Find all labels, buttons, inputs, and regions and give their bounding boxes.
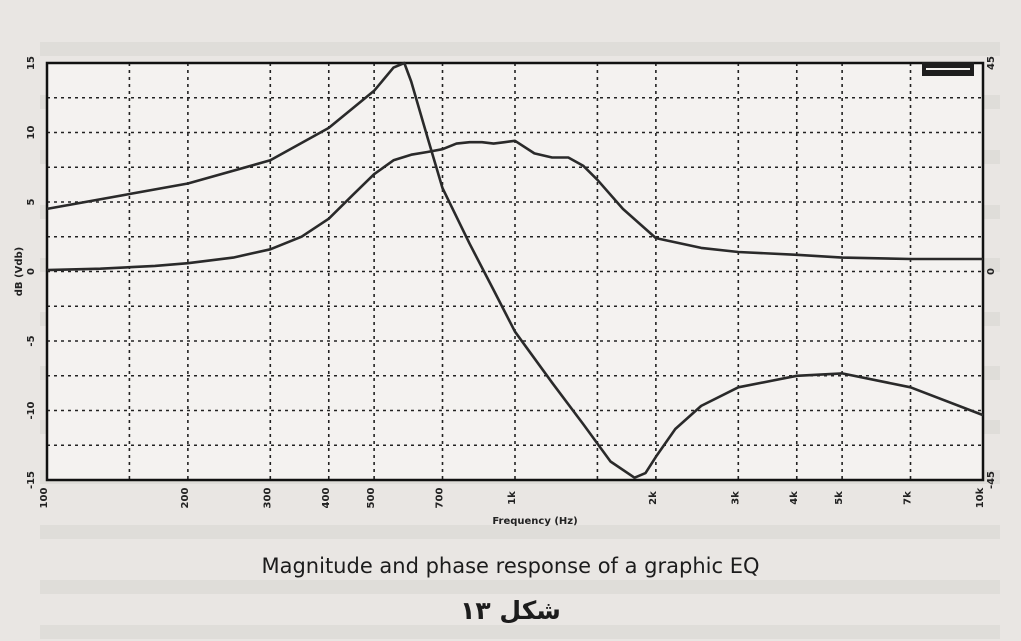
- y-tick-labels: -15 -10 -5 0 5 10 15: [26, 56, 37, 489]
- y-tick-label: 15: [26, 56, 37, 70]
- chart-caption: Magnitude and phase response of a graphi…: [261, 554, 760, 578]
- y-tick-label: -5: [26, 335, 37, 346]
- y-tick-label: -15: [26, 471, 37, 489]
- x-tick-label: 500: [366, 488, 377, 509]
- phase-line: [46, 61, 984, 479]
- magnitude-line: [46, 139, 983, 272]
- x-tick-label: 1k: [507, 491, 518, 505]
- plot-frame: [45, 61, 985, 482]
- x-axis-label: Frequency (Hz): [492, 516, 577, 527]
- x-tick-label: 2k: [648, 491, 659, 505]
- x-tick-label: 400: [321, 488, 332, 509]
- y2-tick-labels: -45 0 45: [986, 56, 997, 489]
- x-tick-label: 4k: [789, 491, 800, 505]
- x-tick-label: 700: [435, 488, 446, 509]
- x-tick-label: 300: [262, 488, 273, 509]
- y-tick-label: -10: [26, 401, 37, 419]
- y-tick-label: 10: [26, 126, 37, 140]
- x-tick-label: 10k: [975, 487, 986, 508]
- x-tick-label: 7k: [903, 491, 914, 505]
- legend-glyph: [922, 62, 974, 76]
- y-tick-label: 0: [26, 268, 37, 275]
- y2-tick-label: 0: [986, 268, 997, 275]
- x-tick-label: 3k: [730, 491, 741, 505]
- x-tick-label: 5k: [834, 491, 845, 505]
- figure-number-label: شکل ۱۳: [460, 596, 561, 625]
- x-tick-label: 200: [180, 488, 191, 509]
- x-tick-label: 100: [39, 488, 50, 509]
- y2-tick-label: 45: [986, 56, 997, 70]
- y2-tick-label: -45: [986, 471, 997, 489]
- y-tick-label: 5: [26, 198, 37, 205]
- x-tick-labels: 100 200 300 400 500 700 1k 2k 3k 4k 5k 7k 10k: [39, 487, 986, 508]
- y-axis-label: dB (Vdb): [14, 247, 25, 296]
